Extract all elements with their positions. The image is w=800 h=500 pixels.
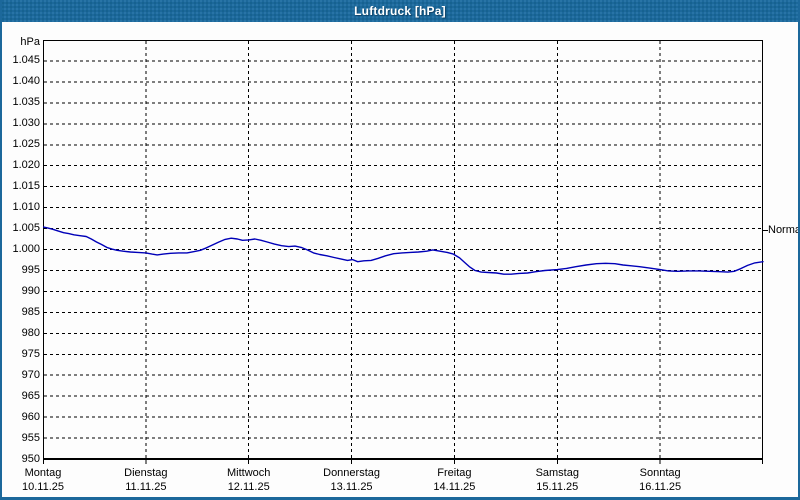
- y-tick-label: 980: [21, 326, 40, 339]
- x-date-label: 11.11.25: [125, 481, 167, 493]
- x-date-label: 13.11.25: [330, 481, 373, 493]
- x-day-label: Donnerstag: [323, 467, 380, 479]
- y-tick-label: 990: [21, 284, 40, 297]
- pressure-curve: [43, 226, 764, 275]
- y-tick-label: 995: [21, 263, 40, 276]
- y-tick-label: 1.000: [12, 243, 40, 255]
- y-tick-label: 1.035: [12, 96, 40, 109]
- window-title: Luftdruck [hPa]: [354, 4, 446, 18]
- y-tick-label: 1.015: [12, 180, 40, 193]
- y-tick-label: 1.030: [12, 117, 40, 130]
- x-date-label: 12.11.25: [227, 481, 270, 493]
- y-tick-label: 975: [21, 347, 40, 360]
- window-titlebar: Luftdruck [hPa]: [2, 0, 798, 22]
- x-day-label: Montag: [24, 467, 62, 479]
- x-day-label: Dienstag: [124, 467, 168, 479]
- y-tick-label: 1.020: [12, 159, 40, 172]
- y-axis-unit-label: hPa: [20, 36, 40, 48]
- x-date-label: 10.11.25: [21, 481, 64, 493]
- y-tick-label: 1.005: [12, 222, 40, 235]
- y-tick-label: 1.040: [12, 75, 40, 88]
- normal-pressure-label: Normal: [768, 224, 800, 237]
- y-tick-label: 1.045: [12, 54, 40, 67]
- x-date-label: 16.11.25: [639, 481, 682, 493]
- x-day-label: Sonntag: [639, 467, 681, 479]
- y-tick-label: 960: [21, 410, 40, 423]
- y-tick-label: 950: [21, 452, 40, 465]
- pressure-chart-plot: [43, 40, 768, 464]
- x-date-label: 15.11.25: [536, 481, 579, 493]
- x-day-label: Freitag: [437, 467, 472, 479]
- y-tick-label: 970: [21, 368, 40, 381]
- y-tick-label: 1.025: [12, 138, 40, 151]
- y-tick-label: 1.010: [12, 201, 40, 214]
- plot-frame: [43, 40, 763, 459]
- x-day-label: Mittwoch: [227, 467, 271, 479]
- y-tick-label: 985: [21, 305, 40, 318]
- x-date-label: 14.11.25: [433, 481, 476, 493]
- x-day-label: Samstag: [535, 467, 579, 479]
- y-tick-label: 955: [21, 431, 40, 444]
- y-tick-label: 965: [21, 389, 40, 402]
